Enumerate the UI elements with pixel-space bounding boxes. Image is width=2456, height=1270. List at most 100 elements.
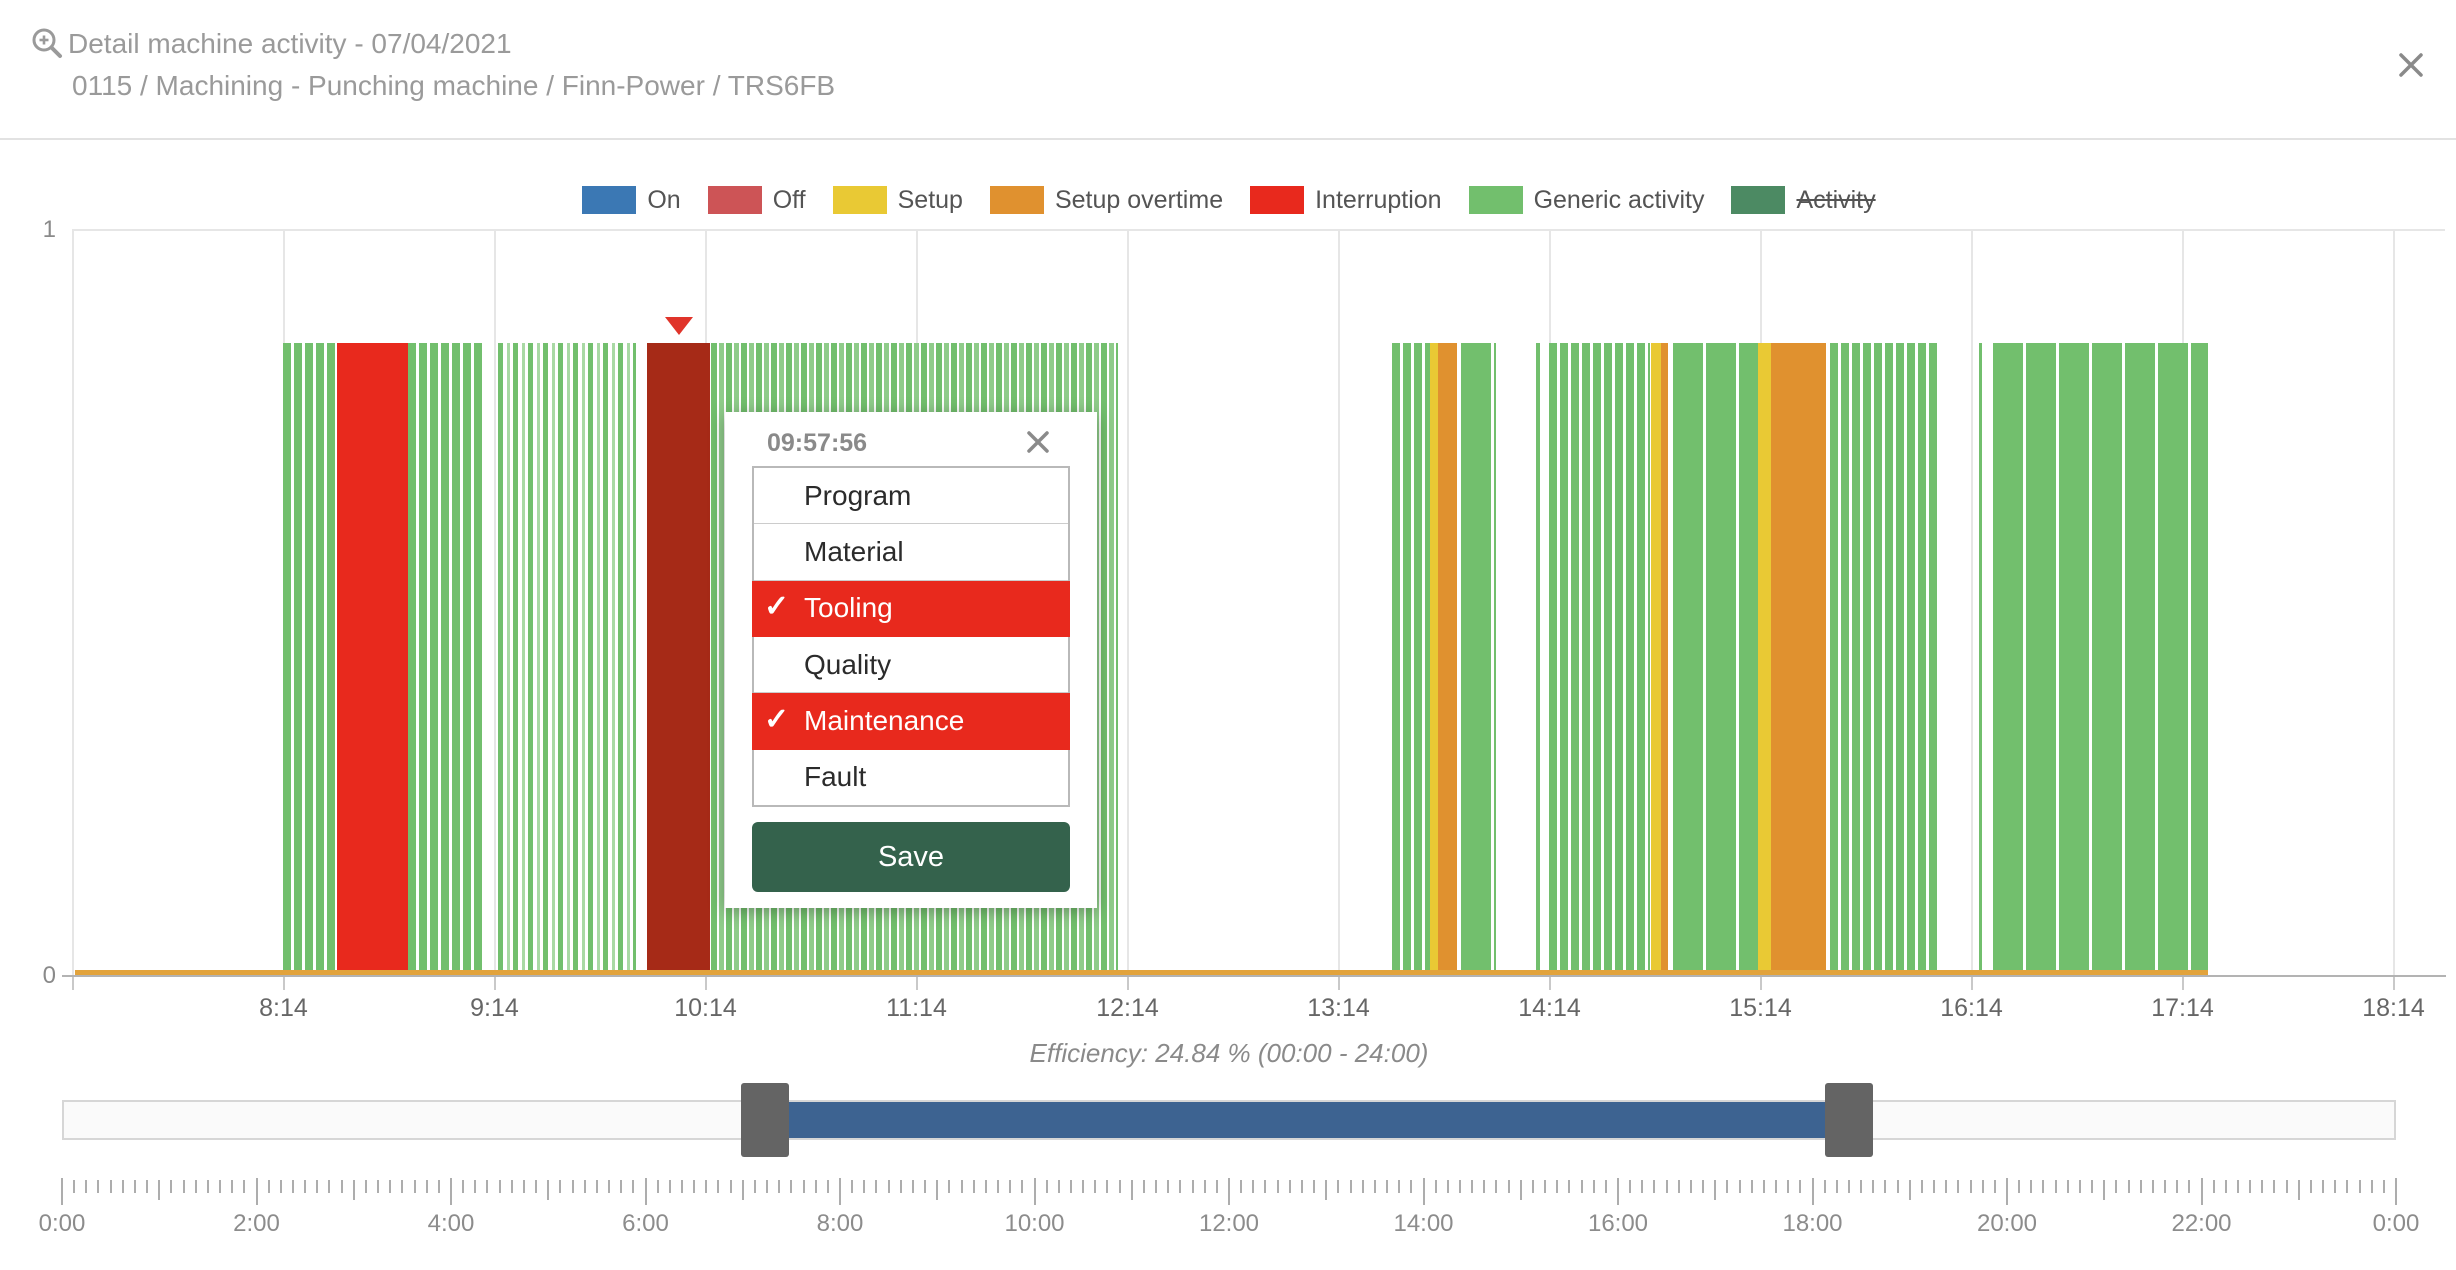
- ruler-tick-major: [644, 1178, 647, 1205]
- reason-option-fault[interactable]: ✓Fault: [754, 749, 1068, 805]
- ruler-tick-minor: [1458, 1180, 1461, 1193]
- ruler-tick-minor: [693, 1180, 696, 1193]
- ruler-tick-minor: [1835, 1180, 1838, 1193]
- ruler-tick-minor: [1410, 1180, 1413, 1193]
- activity-segment-generic_solid[interactable]: [1993, 343, 2209, 974]
- activity-segment-generic_solid[interactable]: [1672, 343, 1758, 974]
- activity-segment-generic_solid[interactable]: [1979, 343, 1983, 974]
- ruler-tick-minor: [1641, 1180, 1644, 1193]
- ruler-tick-minor: [2188, 1180, 2191, 1193]
- ruler-label: 20:00: [1976, 1210, 2038, 1237]
- activity-segment-setup[interactable]: [1650, 343, 1661, 974]
- ruler-tick-minor: [1507, 1180, 1510, 1193]
- ruler-tick-hour: [2103, 1180, 2106, 1200]
- activity-segment-generic_striped[interactable]: [407, 343, 484, 974]
- activity-segment-generic_solid[interactable]: [1460, 343, 1497, 974]
- activity-segment-setup_overtime[interactable]: [1770, 343, 1826, 974]
- x-axis-label: 18:14: [2362, 994, 2425, 1022]
- reason-option-material[interactable]: ✓Material: [754, 524, 1068, 581]
- reason-option-label: Tooling: [804, 592, 893, 624]
- ruler-tick-minor: [2042, 1180, 2045, 1193]
- save-button[interactable]: Save: [752, 822, 1070, 892]
- ruler-tick-minor: [1969, 1180, 1972, 1193]
- navigator-left-handle[interactable]: [741, 1083, 790, 1157]
- ruler-tick-minor: [413, 1180, 416, 1193]
- reason-option-maintenance[interactable]: ✓ Maintenance: [752, 693, 1070, 750]
- ruler-tick-minor: [1483, 1180, 1486, 1193]
- navigator-selected-range[interactable]: [789, 1102, 1826, 1138]
- reason-option-tooling[interactable]: ✓ Tooling: [752, 580, 1070, 637]
- ruler-tick-minor: [437, 1180, 440, 1193]
- ruler-tick-minor: [559, 1180, 562, 1193]
- ruler-label: 0:00: [38, 1210, 86, 1237]
- ruler-tick-minor: [717, 1180, 720, 1193]
- ruler-tick-minor: [1775, 1180, 1778, 1193]
- reason-option-program[interactable]: ✓Program: [754, 468, 1068, 525]
- ruler-tick-minor: [2176, 1180, 2179, 1193]
- x-axis-tick: [1759, 977, 1762, 990]
- ruler-tick-minor: [1604, 1180, 1607, 1193]
- activity-segment-generic_solid[interactable]: [1536, 343, 1541, 974]
- ruler-tick-minor: [1957, 1180, 1960, 1193]
- ruler-tick-minor: [948, 1180, 951, 1193]
- navigator-right-handle[interactable]: [1825, 1083, 1874, 1157]
- ruler-tick-hour: [547, 1180, 550, 1200]
- ruler-tick-minor: [984, 1180, 987, 1193]
- legend-item-generic-activity[interactable]: Generic activity: [1468, 185, 1705, 215]
- ruler-tick-minor: [1300, 1180, 1303, 1193]
- ruler-tick-minor: [2091, 1180, 2094, 1193]
- ruler-tick-minor: [146, 1180, 149, 1193]
- activity-segment-setup_overtime[interactable]: [1437, 343, 1457, 974]
- ruler-tick-minor: [1544, 1180, 1547, 1193]
- activity-segment-generic_striped[interactable]: [283, 343, 337, 974]
- ruler-tick-minor: [802, 1180, 805, 1193]
- ruler-tick-minor: [377, 1180, 380, 1193]
- ruler-tick-minor: [1872, 1180, 1875, 1193]
- activity-segment-setup[interactable]: [1429, 343, 1438, 974]
- x-axis-line: [62, 975, 2446, 977]
- ruler-label: 10:00: [1004, 1210, 1065, 1237]
- reason-option-label: Material: [804, 535, 904, 567]
- ruler-tick-minor: [1155, 1180, 1158, 1193]
- ruler-tick-minor: [535, 1180, 538, 1193]
- legend-item-off[interactable]: Off: [707, 186, 806, 215]
- legend-label: Generic activity: [1533, 185, 1705, 214]
- x-axis-label: 17:14: [2151, 994, 2214, 1022]
- ruler-tick-minor: [1118, 1180, 1121, 1193]
- ruler-tick-hour: [2297, 1180, 2300, 1200]
- reason-option-quality[interactable]: ✓Quality: [754, 636, 1068, 694]
- activity-segment-generic_sparse[interactable]: [497, 343, 636, 974]
- activity-segment-setup[interactable]: [1757, 343, 1771, 974]
- legend-label: Setup: [897, 185, 963, 214]
- x-axis-tick: [1548, 977, 1551, 990]
- legend-item-interruption[interactable]: Interruption: [1250, 186, 1442, 215]
- legend-swatch: [1250, 186, 1305, 214]
- ruler-tick-minor: [2322, 1180, 2325, 1193]
- activity-segment-interruption[interactable]: [336, 343, 408, 974]
- ruler-tick-minor: [1337, 1180, 1340, 1193]
- activity-segment-generic_striped[interactable]: [1829, 343, 1937, 974]
- legend-item-setup[interactable]: Setup: [832, 185, 963, 215]
- legend-label: On: [647, 185, 681, 214]
- legend-item-setup-overtime[interactable]: Setup overtime: [989, 186, 1223, 215]
- popup-close-icon[interactable]: [1025, 429, 1051, 455]
- reason-option-label: Program: [804, 479, 912, 511]
- activity-segment-generic_striped[interactable]: [1391, 343, 1430, 974]
- ruler-tick-minor: [97, 1180, 100, 1193]
- ruler-tick-minor: [753, 1180, 756, 1193]
- dialog-close-icon[interactable]: [2396, 50, 2426, 80]
- legend-item-activity[interactable]: Activity: [1731, 186, 1876, 215]
- ruler-tick-minor: [1531, 1180, 1534, 1193]
- ruler-tick-minor: [1993, 1180, 1996, 1193]
- ruler-tick-minor: [2309, 1180, 2312, 1193]
- legend-item-on[interactable]: On: [582, 185, 681, 215]
- ruler-tick-minor: [1787, 1180, 1790, 1193]
- activity-segment-setup_overtime[interactable]: [1660, 343, 1668, 974]
- ruler-tick-minor: [1398, 1180, 1401, 1193]
- ruler-label: 2:00: [233, 1210, 280, 1237]
- ruler-tick-minor: [2285, 1180, 2288, 1193]
- ruler-tick-minor: [109, 1180, 112, 1193]
- activity-segment-generic_striped[interactable]: [1549, 343, 1651, 974]
- activity-segment-interruption_selected[interactable]: [647, 343, 711, 974]
- ruler-tick-minor: [1945, 1180, 1948, 1193]
